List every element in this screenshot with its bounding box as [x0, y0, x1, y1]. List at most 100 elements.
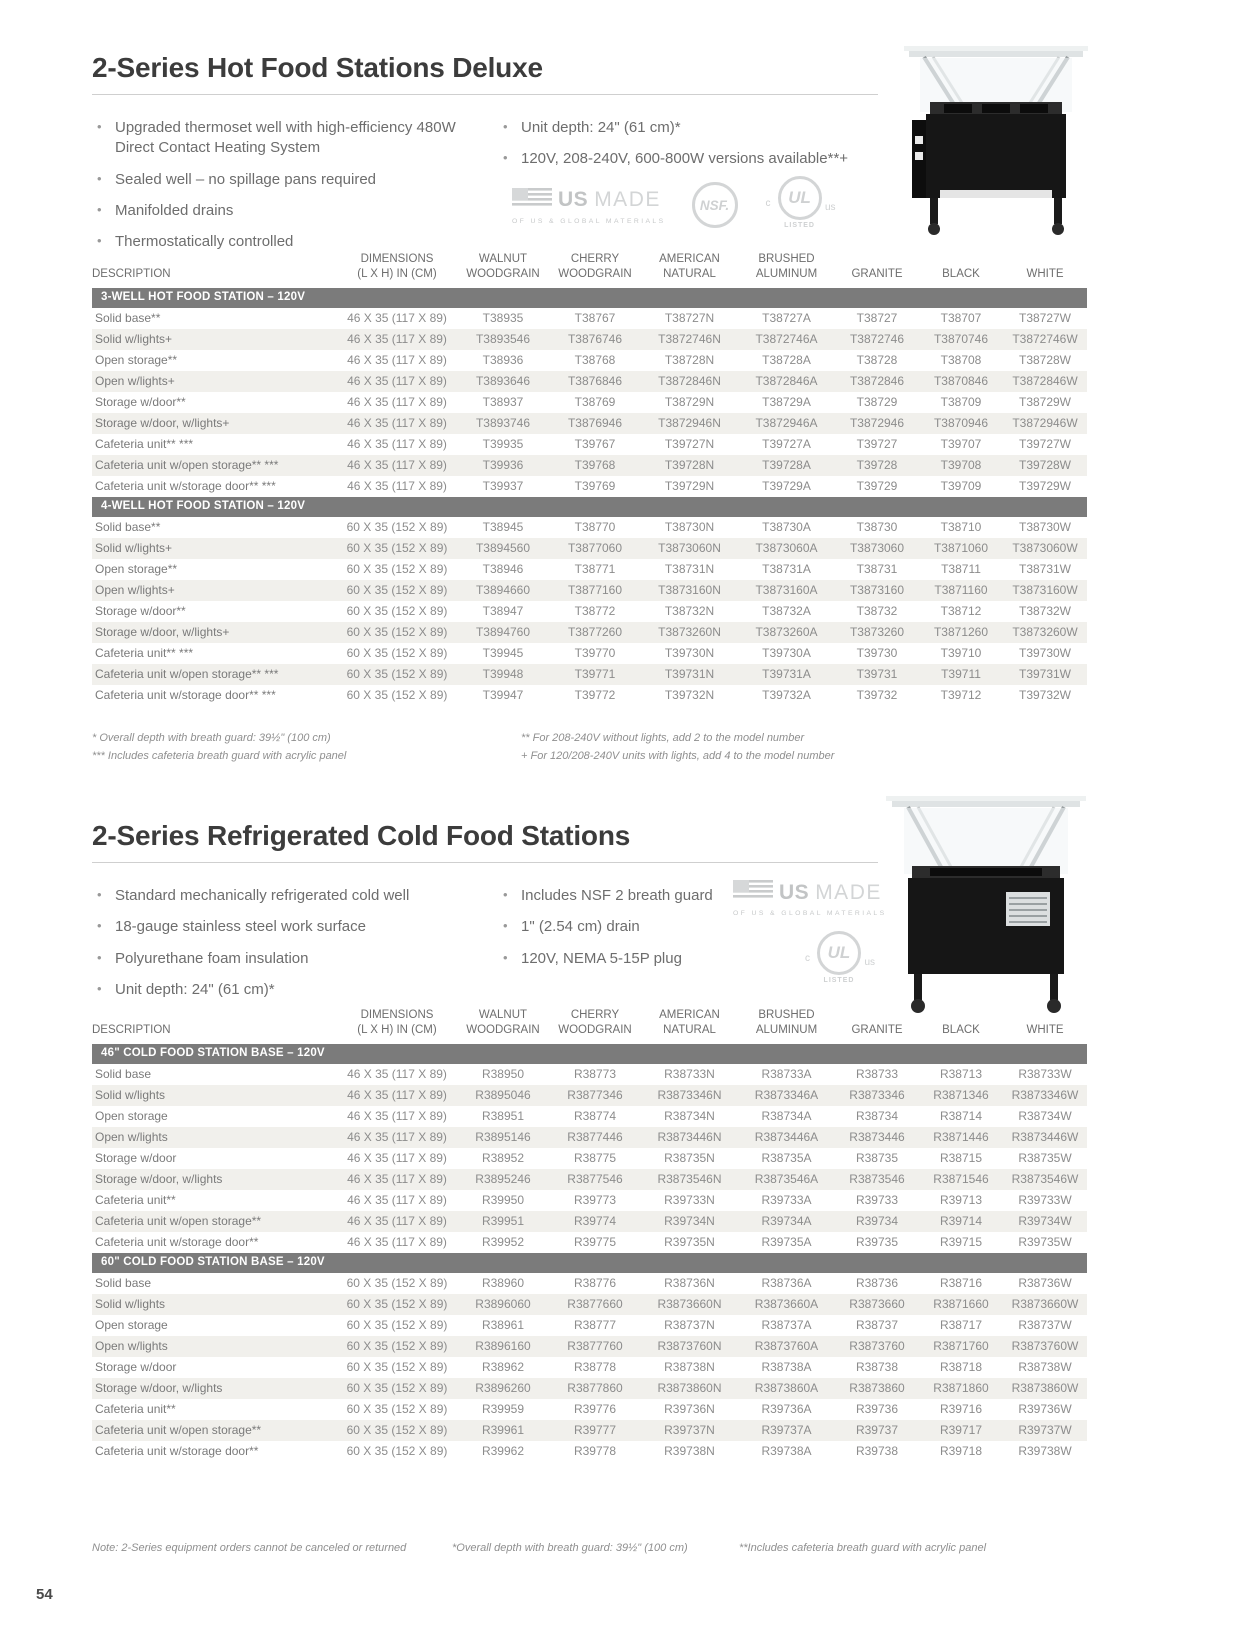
model-number-cell: T38937	[482, 394, 524, 409]
model-number-cell: R3873446W	[1011, 1129, 1079, 1144]
model-number-cell: R3873860W	[1011, 1380, 1079, 1395]
column-header: AMERICAN NATURAL	[659, 1009, 720, 1036]
model-number-cell: R38735W	[1018, 1150, 1072, 1165]
model-number-cell: R38737W	[1018, 1317, 1072, 1332]
model-number-cell: R38735A	[761, 1150, 812, 1165]
hot-footnotes-right: ** For 208-240V without lights, add 2 to…	[521, 732, 835, 762]
description-cell: Cafeteria unit w/storage door**	[95, 1443, 259, 1458]
model-number-cell: R3871446	[933, 1129, 989, 1144]
column-header: BRUSHED ALUMINUM	[755, 253, 818, 280]
model-number-cell: R3873760	[849, 1338, 905, 1353]
model-number-cell: T38711	[941, 561, 981, 576]
description-cell: Open storage	[95, 1317, 168, 1332]
model-number-cell: T39712	[940, 687, 982, 702]
model-number-cell: T38769	[574, 394, 616, 409]
model-number-cell: R3877546	[567, 1171, 623, 1186]
usmade-us-text: US	[558, 188, 589, 211]
dimensions-cell: 60 X 35 (152 X 89)	[346, 603, 448, 618]
model-number-cell: T3873260A	[755, 624, 818, 639]
model-number-cell: T3873060A	[755, 540, 818, 555]
model-number-cell: R39961	[481, 1422, 525, 1437]
model-number-cell: R38736	[855, 1275, 899, 1290]
bullet-item: Polyurethane foam insulation	[92, 949, 492, 969]
hot-spec-table: DESCRIPTION DIMENSIONS (L X H) IN (CM) WALN…	[92, 252, 1087, 706]
model-number-cell: T38709	[940, 394, 982, 409]
model-number-cell: R38733N	[664, 1066, 715, 1081]
model-number-cell: R3871760	[933, 1338, 989, 1353]
model-number-cell: T38729	[856, 394, 898, 409]
model-number-cell: R38734	[855, 1108, 899, 1123]
table-row: Storage w/door, w/lights 60 X 35 (152 X 8…	[92, 1377, 1087, 1399]
model-number-cell: R39774	[573, 1213, 617, 1228]
model-number-cell: R38734W	[1018, 1108, 1072, 1123]
model-number-cell: T39728N	[664, 457, 715, 472]
model-number-cell: T38708	[940, 352, 982, 367]
model-number-cell: T3873260W	[1012, 624, 1078, 639]
table-row: Solid base** 46 X 35 (117 X 89) T38935 T387…	[92, 307, 1087, 329]
model-number-cell: T39729	[856, 478, 898, 493]
bullet-item: Unit depth: 24" (61 cm)*	[498, 118, 898, 138]
description-cell: Solid base**	[95, 519, 161, 534]
model-number-cell: T3877260	[567, 624, 623, 639]
description-cell: Open storage	[95, 1108, 168, 1123]
column-header: CHERRY WOODGRAIN	[558, 1009, 632, 1036]
model-number-cell: R3877860	[567, 1380, 623, 1395]
model-number-cell: R3871546	[933, 1171, 989, 1186]
model-number-cell: T3871060	[933, 540, 989, 555]
hot-section-title: 2-Series Hot Food Stations Deluxe	[92, 52, 543, 83]
dimensions-cell: 60 X 35 (152 X 89)	[346, 540, 448, 555]
model-number-cell: T39730A	[762, 645, 811, 660]
bullet-item: 1" (2.54 cm) drain	[498, 917, 738, 937]
model-number-cell: T38727	[856, 310, 898, 325]
dimensions-cell: 60 X 35 (152 X 89)	[346, 666, 448, 681]
model-number-cell: R3873860N	[657, 1380, 722, 1395]
table-row: Solid w/lights 60 X 35 (152 X 89) R3896060…	[92, 1293, 1087, 1315]
us-flag-icon-2	[733, 878, 773, 907]
model-number-cell: R39713	[939, 1192, 983, 1207]
model-number-cell: T39947	[482, 687, 524, 702]
model-number-cell: R39718	[939, 1443, 983, 1458]
model-number-cell: T3873160A	[755, 582, 818, 597]
model-number-cell: R38733A	[761, 1066, 812, 1081]
bullet-item: Includes NSF 2 breath guard	[498, 886, 738, 906]
dimensions-cell: 60 X 35 (152 X 89)	[346, 1422, 448, 1437]
dimensions-cell: 46 X 35 (117 X 89)	[347, 436, 447, 451]
model-number-cell: R38950	[481, 1066, 525, 1081]
table-row: Open storage 46 X 35 (117 X 89) R38951 R387…	[92, 1105, 1087, 1127]
dimensions-cell: 46 X 35 (117 X 89)	[347, 1108, 447, 1123]
table-row: Solid base 46 X 35 (117 X 89) R38950 R38773…	[92, 1063, 1087, 1085]
model-number-cell: R3873660A	[754, 1296, 819, 1311]
dimensions-cell: 46 X 35 (117 X 89)	[347, 415, 447, 430]
dimensions-cell: 60 X 35 (152 X 89)	[346, 582, 448, 597]
model-number-cell: T38771	[574, 561, 616, 576]
model-number-cell: T3872946N	[658, 415, 721, 430]
dimensions-cell: 46 X 35 (117 X 89)	[347, 373, 447, 388]
bullet-item: Sealed well – no spillage pans required	[92, 170, 492, 190]
dimensions-cell: 46 X 35 (117 X 89)	[347, 478, 447, 493]
model-number-cell: T3873260	[849, 624, 905, 639]
model-number-cell: R38713	[939, 1066, 983, 1081]
page-number: 54	[36, 1586, 53, 1603]
model-number-cell: R38777	[573, 1317, 617, 1332]
model-number-cell: R39951	[481, 1213, 525, 1228]
model-number-cell: T38730W	[1018, 519, 1072, 534]
model-number-cell: R3873546	[849, 1171, 905, 1186]
dimensions-cell: 46 X 35 (117 X 89)	[347, 310, 447, 325]
model-number-cell: R39775	[573, 1234, 617, 1249]
model-number-cell: T3872846A	[755, 373, 818, 388]
model-number-cell: T38712	[940, 603, 982, 618]
description-cell: Solid base	[95, 1066, 152, 1081]
model-number-cell: R39778	[573, 1443, 617, 1458]
model-number-cell: R3871346	[933, 1087, 989, 1102]
dimensions-cell: 60 X 35 (152 X 89)	[346, 1296, 448, 1311]
model-number-cell: R38952	[481, 1150, 525, 1165]
nsf-icon: NSF.	[691, 182, 738, 228]
dimensions-cell: 46 X 35 (117 X 89)	[347, 1150, 447, 1165]
model-number-cell: R3873760W	[1011, 1338, 1079, 1353]
model-number-cell: R39735N	[664, 1234, 715, 1249]
model-number-cell: T3877060	[567, 540, 623, 555]
model-number-cell: R3873760N	[657, 1338, 722, 1353]
model-number-cell: T3873160N	[658, 582, 721, 597]
model-number-cell: R39736W	[1018, 1401, 1072, 1416]
model-number-cell: T39708	[940, 457, 982, 472]
